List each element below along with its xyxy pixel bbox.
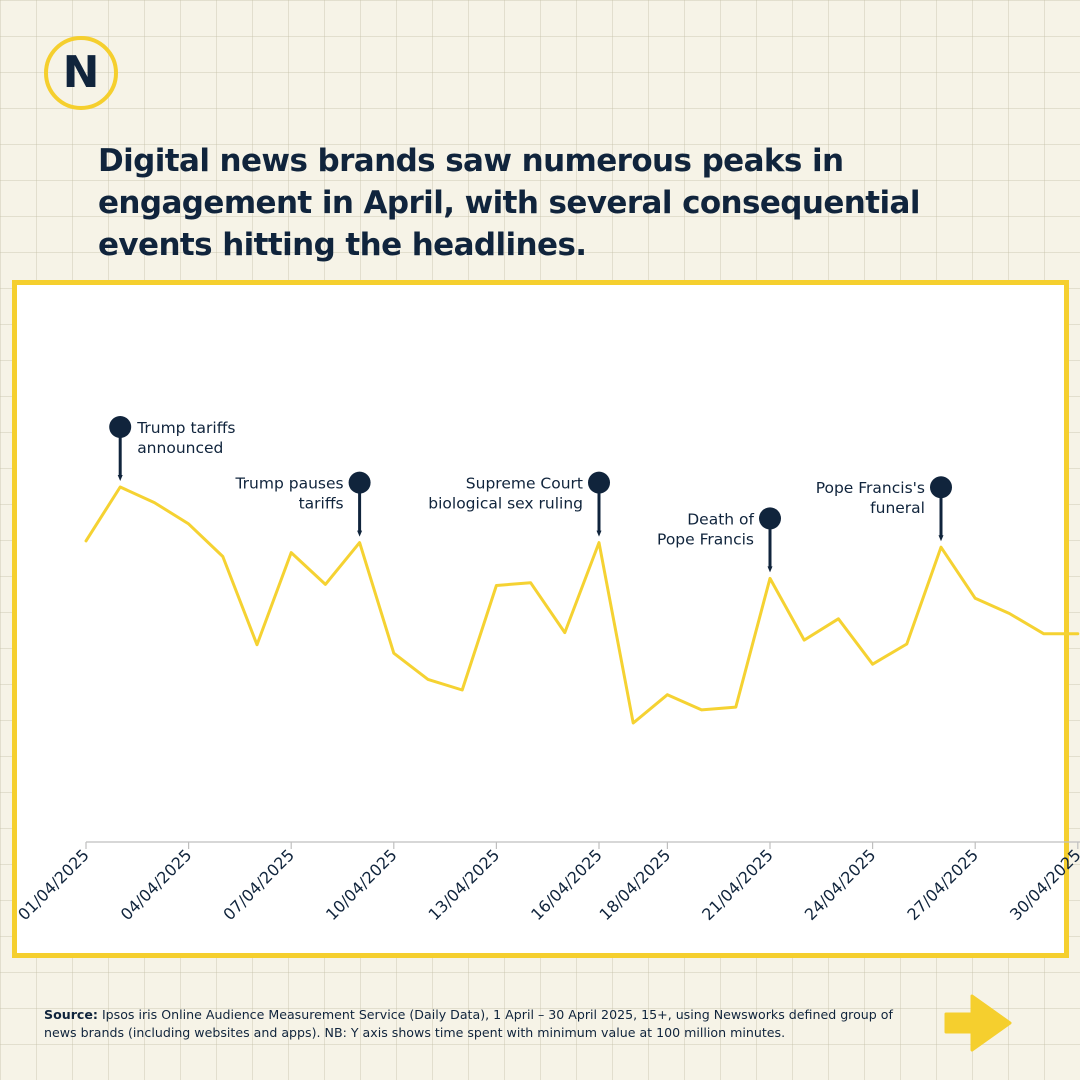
annotation-label: Trump tariffs (136, 419, 235, 437)
map-pin-icon (348, 471, 371, 537)
newsworks-logo: N (44, 36, 118, 110)
annotation-label: tariffs (299, 495, 344, 513)
map-pin-icon (109, 416, 132, 481)
series-line-layer (84, 485, 1080, 725)
annotation-label: announced (137, 439, 223, 457)
annotation: Supreme Court biological sex ruling (428, 471, 610, 537)
x-tick-label: 27/04/2025 (903, 845, 982, 924)
x-tick-label: 24/04/2025 (801, 845, 880, 924)
x-tick-label: 16/04/2025 (527, 845, 606, 924)
source-text: Ipsos iris Online Audience Measurement S… (44, 1007, 893, 1040)
x-tick-label: 07/04/2025 (219, 845, 298, 924)
x-axis: 01/04/2025 04/04/2025 07/04/2025 10/04/2025… (14, 841, 1080, 924)
x-tick-label: 30/04/2025 (1006, 845, 1080, 924)
source-label: Source: (44, 1007, 98, 1022)
map-pin-icon (759, 507, 781, 573)
source-footnote: Source: Ipsos iris Online Audience Measu… (44, 1006, 924, 1042)
annotations-layer: Trump tariffs announced Trump pauses tariff… (109, 416, 952, 573)
annotation-label: Death of (687, 510, 754, 528)
map-pin-icon (930, 476, 952, 542)
logo-letter: N (62, 47, 100, 98)
annotation-label: Trump pauses (234, 475, 343, 493)
series-line (84, 485, 1080, 725)
map-pin-icon (588, 471, 610, 537)
annotation: Trump pauses tariffs (234, 471, 371, 537)
annotation-label: funeral (870, 499, 925, 517)
chart-frame: 01/04/2025 04/04/2025 07/04/2025 10/04/2025… (12, 280, 1080, 958)
x-tick-label: 18/04/2025 (596, 845, 675, 924)
annotation: Death of Pope Francis (657, 507, 781, 573)
annotation-label: Pope Francis (657, 530, 754, 548)
annotation-label: Supreme Court (466, 475, 583, 493)
x-tick-label: 04/04/2025 (117, 845, 196, 924)
x-tick-label: 01/04/2025 (14, 845, 93, 924)
arrow-right-shape (944, 994, 1012, 1052)
x-tick-label: 21/04/2025 (698, 845, 777, 924)
x-tick-label: 10/04/2025 (322, 845, 401, 924)
annotation: Pope Francis's funeral (816, 476, 952, 542)
annotation-label: Pope Francis's (816, 479, 925, 497)
arrow-right-icon[interactable] (944, 994, 1012, 1052)
page-headline: Digital news brands saw numerous peaks i… (98, 143, 920, 263)
annotation: Trump tariffs announced (109, 416, 235, 481)
x-tick-label: 13/04/2025 (425, 845, 504, 924)
annotation-label: biological sex ruling (428, 495, 583, 513)
